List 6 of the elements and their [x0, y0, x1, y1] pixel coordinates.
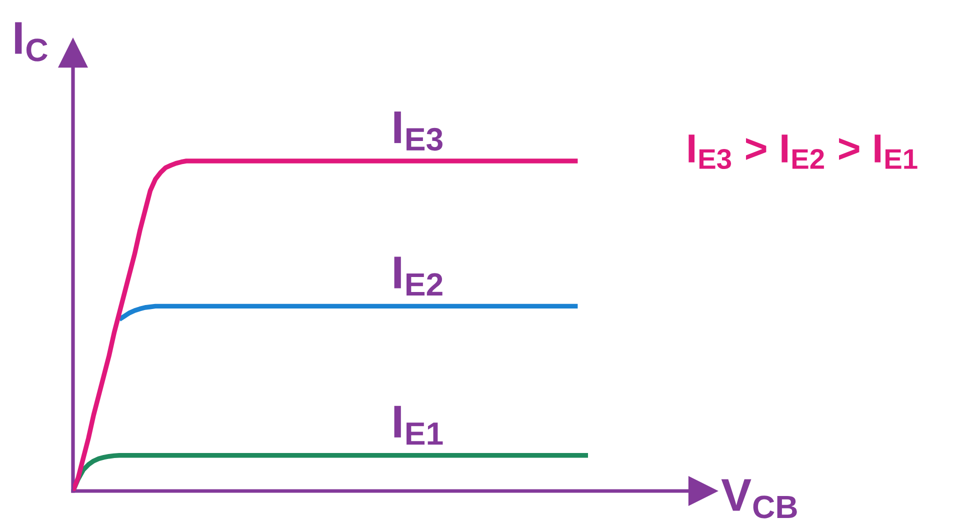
series-label: I$_{E3}$: [394, 112, 442, 151]
y-axis-title: I$_{C}$: [15, 22, 48, 62]
text: I$_{E3}$ > I$_{E2}$ > I$_{E1}$: [688, 134, 918, 170]
series-label: I$_{E1}$: [394, 406, 443, 445]
series-label: I$_{E2}$: [394, 256, 442, 296]
x-axis-title: V$_{CB}$: [721, 479, 797, 518]
